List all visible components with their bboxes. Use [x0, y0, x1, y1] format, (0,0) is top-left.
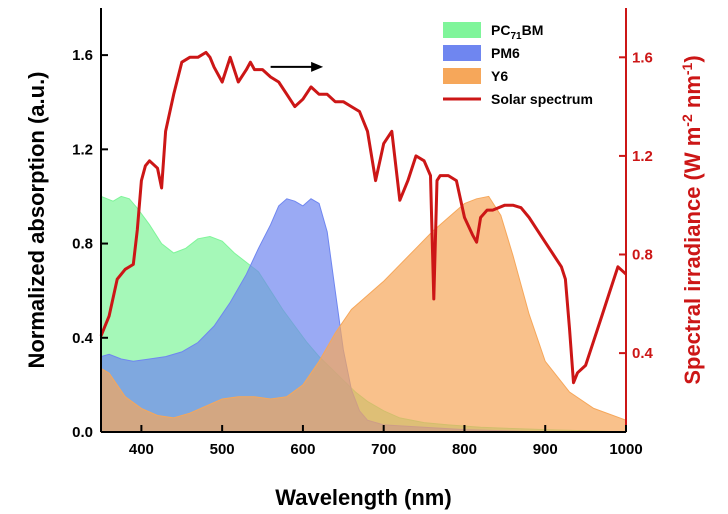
- absorption-areas: [100, 195, 627, 433]
- axis-titles: Wavelength (nm) Normalized absorption (a.…: [24, 55, 705, 510]
- legend-item-y6: Y6: [443, 68, 508, 84]
- ticks: 400 500 600 700 800 900 1000 0.0 0.4 0.8 1.2 1.6 0.4…: [72, 47, 653, 458]
- legend-swatch: [443, 68, 481, 84]
- y-tick-label-right: 0.8: [632, 247, 653, 264]
- legend-item-solar-spectrum: Solar spectrum: [443, 91, 593, 107]
- y-tick-label-left: 0.8: [72, 236, 93, 253]
- x-tick-label: 600: [290, 441, 315, 458]
- legend-label: PC71BM: [491, 22, 543, 42]
- direction-arrow: [270, 61, 324, 72]
- y-tick-label-right: 1.2: [632, 148, 653, 165]
- arrow-head: [311, 61, 324, 72]
- legend-swatch: [443, 22, 481, 38]
- y-tick-label-left: 0.0: [72, 424, 93, 441]
- legend-swatch: [443, 45, 481, 61]
- y-axis-title-left: Normalized absorption (a.u.): [24, 71, 49, 368]
- x-tick-label: 700: [371, 441, 396, 458]
- y-tick-label-left: 1.6: [72, 47, 93, 64]
- y-tick-label-left: 0.4: [72, 330, 94, 347]
- legend-label: Y6: [491, 68, 508, 84]
- x-tick-label: 1000: [609, 441, 642, 458]
- legend-label: Solar spectrum: [491, 91, 593, 107]
- y-axis-title-right: Spectral irradiance (W m-2 nm-1): [679, 55, 705, 384]
- legend-item-pm6: PM6: [443, 45, 520, 61]
- axes: [100, 8, 627, 433]
- x-tick-label: 400: [129, 441, 154, 458]
- area-y6: [100, 195, 627, 433]
- legend-item-pc71bm: PC71BM: [443, 22, 543, 42]
- legend-label: PM6: [491, 45, 520, 61]
- y-tick-label-right: 0.4: [632, 345, 654, 362]
- solar-spectrum-layer: [99, 50, 628, 385]
- x-tick-label: 900: [533, 441, 558, 458]
- x-tick-label: 500: [210, 441, 235, 458]
- x-tick-label: 800: [452, 441, 477, 458]
- line-solar-spectrum: [99, 50, 628, 385]
- legend: PC71BM PM6 Y6 Solar spectrum: [443, 22, 593, 107]
- x-axis-title: Wavelength (nm): [275, 485, 451, 510]
- y-tick-label-left: 1.2: [72, 141, 93, 158]
- y-tick-label-right: 1.6: [632, 49, 653, 66]
